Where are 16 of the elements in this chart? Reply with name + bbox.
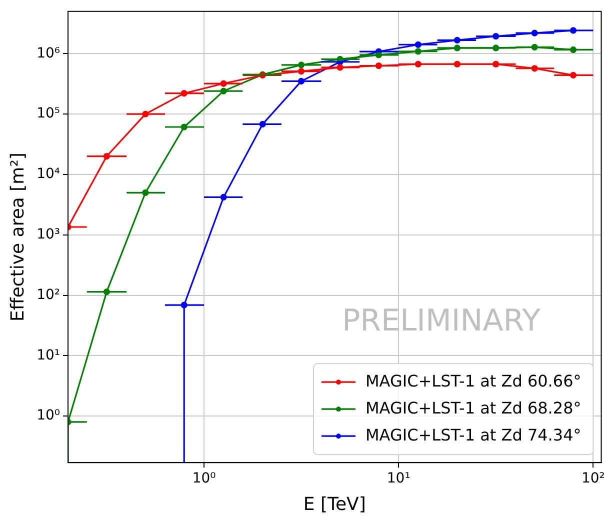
y-tick-label: 10¹ — [36, 347, 60, 364]
legend-label: MAGIC+LST-1 at Zd 60.66° — [366, 371, 582, 390]
x-axis-title: E [TeV] — [303, 494, 366, 515]
y-tick-label: 10⁶ — [36, 45, 60, 62]
y-tick-label: 10⁴ — [36, 166, 60, 182]
legend-label: MAGIC+LST-1 at Zd 74.34° — [366, 425, 582, 444]
y-tick-label: 10² — [36, 286, 60, 303]
x-tick-label: 10⁰ — [192, 470, 216, 487]
y-tick-label: 10³ — [36, 226, 60, 243]
y-axis-title: Effective area [m²] — [7, 152, 28, 322]
y-tick-label: 10⁰ — [36, 408, 60, 424]
legend-label: MAGIC+LST-1 at Zd 68.28° — [366, 398, 582, 418]
x-tick-label: 10² — [581, 470, 605, 487]
annotation: PRELIMINARY — [342, 304, 542, 339]
x-tick-label: 10¹ — [386, 470, 410, 487]
y-tick-label: 10⁵ — [36, 106, 60, 122]
